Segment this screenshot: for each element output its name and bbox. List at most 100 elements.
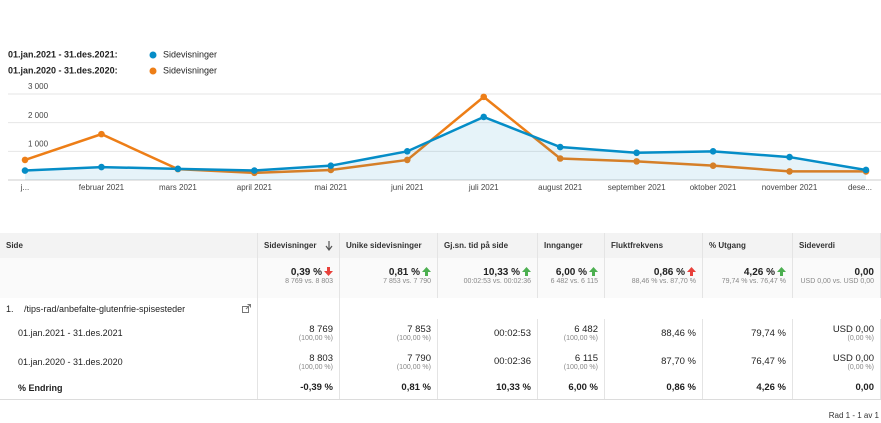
page-path: /tips-rad/anbefalte-glutenfrie-spisested… bbox=[24, 303, 186, 314]
cell-value: 00:02:53 bbox=[494, 327, 531, 339]
table: Side Sidevisninger Unike sidevisninger Gj.s… bbox=[0, 233, 881, 423]
summary-change: 0,39 % bbox=[290, 267, 322, 278]
column-header: Gj.sn. tid på side bbox=[444, 233, 531, 258]
cell: 0,81 % 7 853 vs. 7 790 bbox=[340, 258, 438, 298]
cell-value: -0,39 % bbox=[300, 382, 333, 393]
header-text: Sideverdi bbox=[799, 241, 836, 250]
header-text: % Utgang bbox=[709, 241, 746, 250]
cell-share: (100,00 %) bbox=[563, 363, 598, 371]
column-header: Unike sidevisninger bbox=[346, 233, 431, 258]
column-header: Sidevisninger bbox=[264, 233, 333, 258]
summary-detail: 6 482 vs. 6 115 bbox=[550, 278, 598, 285]
cell: 0,86 % bbox=[605, 376, 703, 399]
cell bbox=[703, 298, 793, 319]
cell-share: (100,00 %) bbox=[298, 363, 333, 371]
x-tick-label: juni 2021 bbox=[390, 183, 424, 192]
cell: 0,00 bbox=[793, 376, 881, 399]
trend-arrow bbox=[589, 267, 598, 276]
row-index: 1. bbox=[6, 303, 14, 314]
cell-share: (100,00 %) bbox=[396, 363, 431, 371]
cell-value: 7 853 bbox=[407, 324, 431, 335]
cell: Side bbox=[0, 233, 258, 258]
cell bbox=[538, 298, 605, 319]
cell-value: 6 482 bbox=[574, 324, 598, 335]
summary-value: 0,00 bbox=[799, 267, 874, 278]
open-page-icon[interactable] bbox=[242, 304, 251, 313]
line bbox=[24, 95, 866, 175]
legend-swatch bbox=[149, 51, 157, 59]
cell-value: 7 790 bbox=[407, 352, 431, 364]
summary-value: 0,86 % bbox=[611, 267, 696, 278]
cell: 0,39 % 8 769 vs. 8 803 bbox=[258, 258, 340, 298]
cell: 6,00 % bbox=[538, 376, 605, 399]
cell: 8 803 (100,00 %) bbox=[258, 347, 340, 376]
point bbox=[862, 166, 870, 174]
cell: 7 853 (100,00 %) bbox=[340, 319, 438, 347]
cell: Fluktfrekvens bbox=[605, 233, 703, 258]
summary-detail: 8 769 vs. 8 803 bbox=[285, 278, 333, 285]
column-header: Innganger bbox=[544, 233, 598, 258]
point bbox=[21, 167, 29, 174]
cell bbox=[340, 298, 438, 319]
y-tick-label: 1 000 bbox=[28, 139, 49, 148]
cell: Innganger bbox=[538, 233, 605, 258]
cell: Gj.sn. tid på side bbox=[438, 233, 538, 258]
cell: Sideverdi bbox=[793, 233, 881, 258]
summary-value: 6,00 % bbox=[544, 267, 598, 278]
summary-detail: 00:02:53 vs. 00:02:36 bbox=[463, 278, 531, 285]
summary-value: 4,26 % bbox=[709, 267, 786, 278]
header-row: Side Sidevisninger Unike sidevisninger Gj.s… bbox=[0, 233, 881, 259]
cell: 01.jan.2020 - 31.des.2020 bbox=[0, 347, 258, 376]
cell-value: 0,81 % bbox=[401, 382, 431, 393]
sort-icon[interactable] bbox=[325, 240, 333, 251]
data-row: % Endring -0,39 % 0,81 % 10,33 % 6,00 % 0,86 … bbox=[0, 376, 881, 400]
summary-row: 0,39 % 8 769 vs. 8 803 0,81 % 7 853 vs. 7 7… bbox=[0, 258, 881, 299]
summary-change: 0,81 % bbox=[388, 267, 420, 278]
legend-period: 01.jan.2021 - 31.des.2021: bbox=[8, 49, 118, 59]
cell: 0,86 % 88,46 % vs. 87,70 % bbox=[605, 258, 703, 298]
column-header: Side bbox=[6, 233, 251, 258]
cell: USD 0,00 (0,00 %) bbox=[793, 319, 881, 347]
point bbox=[21, 156, 29, 164]
cell: 6,00 % 6 482 vs. 6 115 bbox=[538, 258, 605, 298]
summary-detail: 7 853 vs. 7 790 bbox=[383, 278, 431, 285]
column-header: Sideverdi bbox=[799, 233, 874, 258]
cell-value: 76,47 % bbox=[751, 356, 786, 367]
cell-share: (100,00 %) bbox=[563, 335, 598, 342]
cell-value: 8 769 bbox=[309, 324, 333, 335]
y-tick-label: 3 000 bbox=[28, 82, 49, 91]
column-header: Fluktfrekvens bbox=[611, 233, 696, 258]
page-row: 1. /tips-rad/anbefalte-glutenfrie-spisest… bbox=[0, 298, 881, 320]
cell-value: 79,74 % bbox=[751, 327, 786, 339]
column-header: % Utgang bbox=[709, 233, 786, 258]
legend-swatch bbox=[149, 67, 157, 75]
summary-value: 0,81 % bbox=[346, 267, 431, 278]
x-tick-label: februar 2021 bbox=[79, 183, 125, 192]
cell-value: 6,00 % bbox=[568, 382, 598, 393]
point bbox=[98, 130, 105, 138]
line bbox=[24, 115, 867, 172]
data-row: 01.jan.2020 - 31.des.2020 8 803 (100,00 %)… bbox=[0, 347, 881, 377]
cell-value: 8 803 bbox=[309, 352, 333, 364]
summary-detail: USD 0,00 vs. USD 0,00 bbox=[800, 278, 874, 285]
point bbox=[786, 153, 793, 161]
cell bbox=[793, 298, 881, 319]
trend-arrow bbox=[687, 267, 696, 276]
cell: 87,70 % bbox=[605, 347, 703, 376]
data-row: 01.jan.2021 - 31.des.2021 8 769 (100,00 %)… bbox=[0, 319, 881, 348]
point bbox=[174, 165, 182, 173]
cell: 6 115 (100,00 %) bbox=[538, 347, 605, 376]
cell-value: 0,00 bbox=[855, 382, 875, 393]
x-tick-label: mars 2021 bbox=[159, 183, 197, 192]
trend-arrow bbox=[777, 267, 786, 276]
cell-share: (100,00 %) bbox=[396, 335, 431, 342]
cell: 00:02:36 bbox=[438, 347, 538, 376]
cell-share: (100,00 %) bbox=[298, 335, 333, 342]
cell: 6 482 (100,00 %) bbox=[538, 319, 605, 347]
header-text: Unike sidevisninger bbox=[346, 241, 422, 250]
cell-value: USD 0,00 bbox=[832, 352, 874, 364]
point bbox=[327, 162, 335, 169]
point bbox=[556, 155, 564, 162]
header-text: Innganger bbox=[544, 241, 583, 250]
point bbox=[633, 158, 640, 165]
